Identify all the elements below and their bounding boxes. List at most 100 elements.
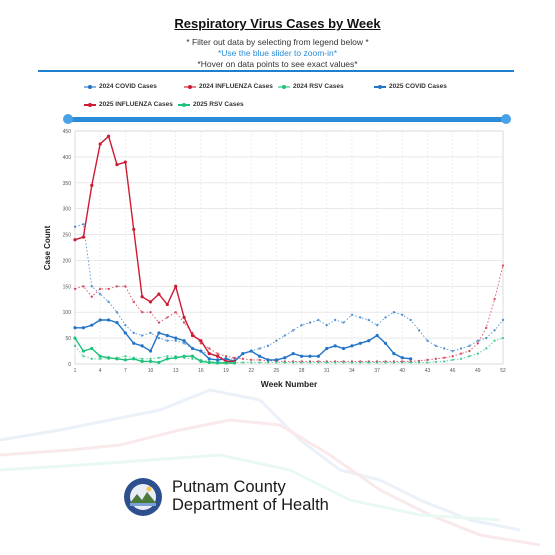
data-point[interactable] bbox=[233, 356, 236, 359]
data-point[interactable] bbox=[98, 357, 102, 361]
data-point[interactable] bbox=[73, 225, 77, 228]
data-point[interactable] bbox=[451, 355, 454, 358]
data-point[interactable] bbox=[258, 354, 262, 358]
series-2024-covid-cases[interactable] bbox=[73, 223, 505, 361]
series-2025-rsv-cases[interactable] bbox=[73, 336, 237, 365]
data-point[interactable] bbox=[308, 361, 312, 364]
data-point[interactable] bbox=[266, 358, 270, 362]
data-point[interactable] bbox=[106, 318, 111, 322]
data-point[interactable] bbox=[115, 163, 119, 167]
data-point[interactable] bbox=[434, 344, 438, 348]
data-point[interactable] bbox=[148, 349, 153, 353]
data-point[interactable] bbox=[157, 331, 161, 335]
data-point[interactable] bbox=[216, 358, 220, 362]
data-point[interactable] bbox=[375, 361, 379, 364]
data-point[interactable] bbox=[384, 316, 387, 319]
data-point[interactable] bbox=[165, 357, 169, 361]
data-point[interactable] bbox=[157, 292, 161, 296]
data-point[interactable] bbox=[207, 352, 211, 356]
data-point[interactable] bbox=[316, 354, 320, 358]
data-point[interactable] bbox=[367, 361, 370, 364]
data-point[interactable] bbox=[451, 358, 454, 362]
data-point[interactable] bbox=[166, 355, 169, 358]
data-point[interactable] bbox=[98, 318, 102, 322]
data-point[interactable] bbox=[174, 339, 177, 342]
data-point[interactable] bbox=[426, 339, 429, 342]
data-point[interactable] bbox=[165, 333, 169, 338]
data-point[interactable] bbox=[485, 336, 488, 340]
data-point[interactable] bbox=[476, 352, 480, 355]
data-point[interactable] bbox=[241, 352, 245, 356]
data-point[interactable] bbox=[350, 361, 354, 364]
data-point[interactable] bbox=[216, 352, 219, 355]
data-point[interactable] bbox=[90, 323, 94, 327]
legend-item-2024-rsv[interactable]: 2024 RSV Cases bbox=[278, 83, 344, 90]
data-point[interactable] bbox=[468, 349, 471, 353]
data-point[interactable] bbox=[283, 356, 287, 360]
data-point[interactable] bbox=[459, 352, 463, 355]
data-point[interactable] bbox=[165, 302, 169, 307]
data-point[interactable] bbox=[274, 358, 279, 362]
data-point[interactable] bbox=[434, 360, 438, 364]
data-point[interactable] bbox=[459, 357, 463, 361]
data-point[interactable] bbox=[409, 357, 413, 361]
data-point[interactable] bbox=[98, 142, 102, 146]
data-point[interactable] bbox=[90, 357, 93, 361]
data-point[interactable] bbox=[232, 361, 237, 365]
data-point[interactable] bbox=[106, 356, 111, 360]
data-point[interactable] bbox=[291, 361, 295, 364]
data-point[interactable] bbox=[166, 316, 169, 319]
data-point[interactable] bbox=[98, 354, 102, 358]
data-point[interactable] bbox=[115, 285, 119, 288]
data-point[interactable] bbox=[157, 336, 161, 340]
data-point[interactable] bbox=[401, 313, 404, 317]
data-point[interactable] bbox=[123, 331, 127, 335]
legend-item-2025-rsv[interactable]: 2025 RSV Cases bbox=[178, 101, 244, 108]
data-point[interactable] bbox=[90, 295, 93, 298]
data-point[interactable] bbox=[132, 227, 136, 231]
data-point[interactable] bbox=[166, 339, 169, 342]
data-point[interactable] bbox=[149, 357, 152, 361]
series-2025-influenza-cases[interactable] bbox=[73, 134, 237, 364]
data-point[interactable] bbox=[224, 355, 228, 358]
data-point[interactable] bbox=[90, 285, 93, 288]
data-point[interactable] bbox=[250, 361, 253, 364]
data-point[interactable] bbox=[317, 318, 320, 322]
data-point[interactable] bbox=[124, 355, 127, 358]
data-point[interactable] bbox=[191, 357, 194, 361]
data-point[interactable] bbox=[501, 336, 505, 340]
data-point[interactable] bbox=[401, 361, 404, 364]
legend-item-2024-covid[interactable]: 2024 COVID Cases bbox=[84, 83, 157, 90]
data-point[interactable] bbox=[275, 361, 278, 364]
data-point[interactable] bbox=[157, 356, 161, 359]
data-point[interactable] bbox=[98, 292, 102, 296]
data-point[interactable] bbox=[123, 358, 127, 362]
data-point[interactable] bbox=[341, 346, 346, 351]
data-point[interactable] bbox=[283, 361, 287, 364]
data-point[interactable] bbox=[224, 357, 228, 361]
zoom-slider-left-handle[interactable] bbox=[63, 114, 73, 124]
data-point[interactable] bbox=[82, 355, 85, 358]
data-point[interactable] bbox=[190, 354, 195, 358]
data-point[interactable] bbox=[291, 329, 295, 332]
data-point[interactable] bbox=[468, 344, 471, 348]
data-point[interactable] bbox=[190, 346, 195, 351]
data-point[interactable] bbox=[132, 357, 136, 361]
data-point[interactable] bbox=[367, 318, 370, 322]
legend-item-2025-covid[interactable]: 2025 COVID Cases bbox=[374, 83, 447, 90]
data-point[interactable] bbox=[333, 318, 337, 322]
data-point[interactable] bbox=[207, 360, 211, 365]
data-point[interactable] bbox=[107, 287, 110, 291]
data-point[interactable] bbox=[325, 346, 329, 351]
data-point[interactable] bbox=[98, 287, 102, 291]
data-point[interactable] bbox=[342, 321, 345, 324]
data-point[interactable] bbox=[107, 300, 110, 304]
data-point[interactable] bbox=[182, 342, 186, 345]
data-point[interactable] bbox=[182, 354, 186, 358]
data-point[interactable] bbox=[308, 354, 312, 358]
data-point[interactable] bbox=[81, 326, 85, 330]
data-point[interactable] bbox=[409, 361, 412, 364]
data-point[interactable] bbox=[300, 361, 303, 364]
data-point[interactable] bbox=[216, 354, 220, 358]
data-point[interactable] bbox=[73, 336, 77, 340]
